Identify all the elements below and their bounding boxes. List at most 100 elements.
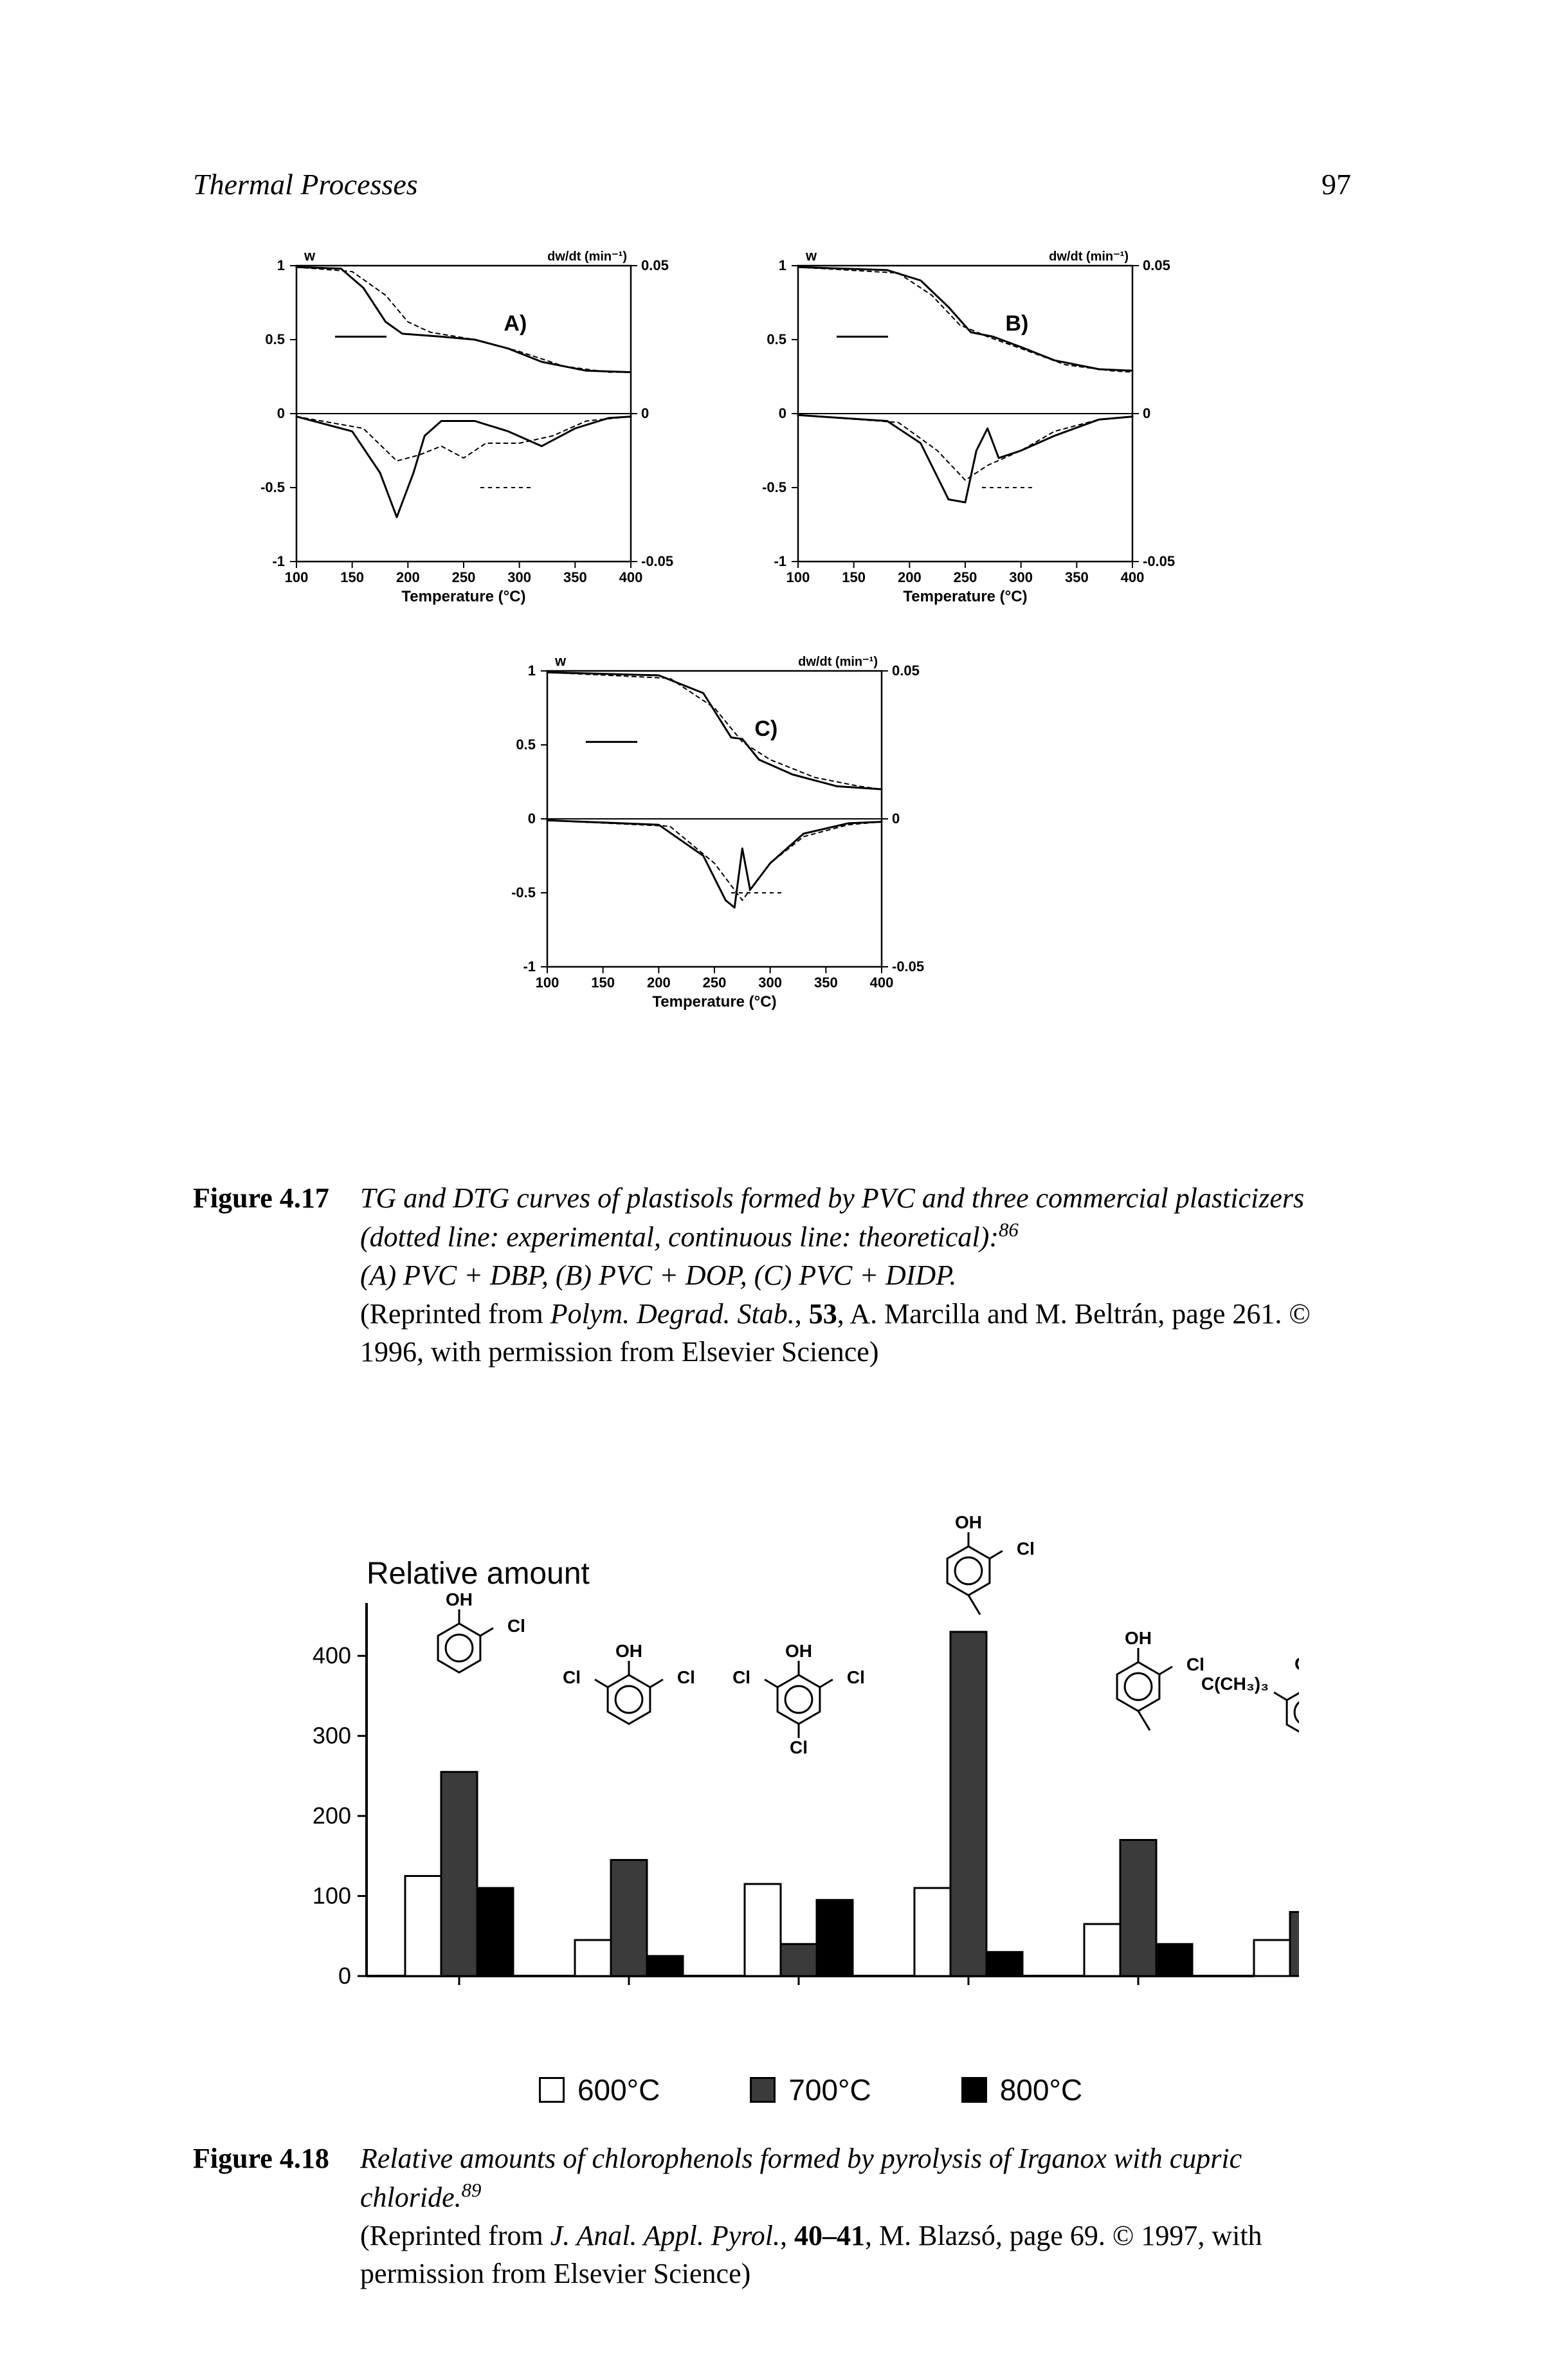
svg-text:Cl: Cl [1186, 1654, 1204, 1674]
svg-text:350: 350 [1064, 569, 1088, 585]
svg-text:-0.5: -0.5 [260, 479, 285, 495]
svg-text:300: 300 [313, 1722, 351, 1748]
figure-4-17-caption-body: TG and DTG curves of plastisols formed b… [360, 1179, 1351, 1371]
svg-text:400: 400 [1120, 569, 1144, 585]
svg-text:dw/dt (min⁻¹): dw/dt (min⁻¹) [1049, 250, 1129, 264]
bar-chart-svg: Relative amount 0 100 200 300 400 OH Cl OH Cl Cl OH… [270, 1449, 1299, 2040]
figure-4-17: wdw/dt (min⁻¹)100150200250300350400Tempe… [193, 240, 1351, 1140]
svg-text:0.5: 0.5 [265, 331, 285, 347]
svg-text:0.5: 0.5 [516, 737, 536, 753]
svg-text:w: w [554, 653, 567, 669]
svg-text:C(CH₃)₃: C(CH₃)₃ [1201, 1674, 1269, 1694]
svg-text:400: 400 [619, 569, 642, 585]
svg-text:200: 200 [897, 569, 921, 585]
svg-text:Temperature (°C): Temperature (°C) [903, 588, 1027, 605]
svg-text:200: 200 [395, 569, 419, 585]
svg-text:-0.05: -0.05 [1143, 553, 1175, 569]
svg-text:0: 0 [641, 405, 649, 421]
legend-label-800c: 800°C [1000, 2073, 1082, 2107]
legend-item-700c: 700°C [750, 2073, 871, 2107]
svg-text:400: 400 [869, 975, 893, 991]
figure-4-17-caption-line1: TG and DTG curves of plastisols formed b… [360, 1182, 1304, 1253]
svg-text:Cl: Cl [507, 1616, 525, 1636]
legend-label-700c: 700°C [788, 2073, 871, 2107]
legend-swatch-700c [750, 2077, 776, 2103]
figure-4-17-credit: (Reprinted from Polym. Degrad. Stab., 53… [360, 1298, 1311, 1368]
svg-text:C): C) [754, 717, 777, 741]
svg-text:200: 200 [313, 1802, 351, 1829]
svg-text:0: 0 [892, 810, 900, 827]
svg-text:B): B) [1005, 311, 1028, 336]
svg-text:150: 150 [591, 975, 615, 991]
svg-text:0.05: 0.05 [1143, 257, 1170, 273]
figure-4-17-ref: 86 [999, 1219, 1019, 1241]
svg-text:-1: -1 [272, 553, 285, 569]
svg-text:Cl: Cl [563, 1667, 581, 1687]
figure-4-18-ref: 89 [462, 2179, 482, 2201]
svg-text:0: 0 [277, 405, 284, 421]
svg-text:250: 250 [451, 569, 475, 585]
svg-text:300: 300 [1009, 569, 1033, 585]
svg-text:OH: OH [1125, 1628, 1152, 1648]
svg-text:0.05: 0.05 [892, 663, 920, 679]
legend-item-600c: 600°C [539, 2073, 660, 2107]
svg-text:1: 1 [277, 257, 284, 273]
svg-text:400: 400 [313, 1642, 351, 1669]
svg-text:OH: OH [955, 1512, 982, 1532]
svg-text:-1: -1 [774, 553, 786, 569]
svg-text:Cl: Cl [790, 1737, 808, 1757]
figure-4-18-legend: 600°C 700°C 800°C [270, 2073, 1351, 2107]
svg-text:Cl: Cl [1017, 1539, 1035, 1559]
running-head-right: 97 [1321, 167, 1351, 201]
svg-text:-1: -1 [523, 958, 536, 975]
svg-text:w: w [805, 248, 817, 264]
svg-text:0: 0 [527, 810, 535, 827]
tg-dtg-panels-svg: wdw/dt (min⁻¹)100150200250300350400Tempe… [194, 240, 1351, 1140]
svg-text:Relative amount: Relative amount [367, 1557, 590, 1591]
figure-4-17-caption: Figure 4.17 TG and DTG curves of plastis… [193, 1179, 1351, 1371]
svg-text:-0.05: -0.05 [641, 553, 673, 569]
svg-text:100: 100 [284, 569, 308, 585]
svg-text:w: w [304, 248, 316, 264]
svg-text:350: 350 [813, 975, 837, 991]
svg-text:100: 100 [786, 569, 810, 585]
svg-text:0: 0 [1143, 405, 1150, 421]
svg-text:Cl: Cl [677, 1667, 695, 1687]
svg-text:OH: OH [446, 1589, 473, 1609]
svg-text:Cl: Cl [847, 1667, 865, 1687]
svg-text:dw/dt (min⁻¹): dw/dt (min⁻¹) [547, 250, 627, 264]
legend-label-600c: 600°C [577, 2073, 660, 2107]
svg-text:Cl: Cl [732, 1667, 750, 1687]
svg-text:Temperature (°C): Temperature (°C) [652, 993, 776, 1011]
svg-text:-0.5: -0.5 [762, 479, 786, 495]
figure-4-18-credit: (Reprinted from J. Anal. Appl. Pyrol., 4… [360, 2220, 1262, 2289]
svg-text:-0.5: -0.5 [511, 884, 536, 901]
figure-4-18-label: Figure 4.18 [193, 2139, 360, 2293]
svg-text:100: 100 [313, 1882, 351, 1909]
svg-text:Temperature (°C): Temperature (°C) [401, 588, 525, 605]
running-head-left: Thermal Processes [193, 167, 418, 201]
figure-4-18-caption: Figure 4.18 Relative amounts of chloroph… [193, 2139, 1351, 2293]
svg-text:350: 350 [563, 569, 586, 585]
svg-text:250: 250 [702, 975, 726, 991]
legend-swatch-600c [539, 2077, 565, 2103]
svg-text:A): A) [504, 311, 527, 336]
figure-4-17-caption-line2: (A) PVC + DBP, (B) PVC + DOP, (C) PVC + … [360, 1259, 956, 1291]
svg-text:200: 200 [646, 975, 670, 991]
svg-text:1: 1 [527, 663, 535, 679]
figure-4-17-label: Figure 4.17 [193, 1179, 360, 1371]
svg-text:0.5: 0.5 [767, 331, 786, 347]
figure-4-18-caption-body: Relative amounts of chlorophenols formed… [360, 2139, 1351, 2293]
legend-swatch-800c [961, 2077, 987, 2103]
figure-4-18-caption-text: Relative amounts of chlorophenols formed… [360, 2143, 1242, 2213]
svg-text:100: 100 [535, 975, 559, 991]
svg-text:OH: OH [785, 1641, 812, 1661]
running-head: Thermal Processes 97 [193, 167, 1351, 201]
figure-4-18: Relative amount 0 100 200 300 400 OH Cl OH Cl Cl OH… [270, 1449, 1351, 2107]
svg-text:300: 300 [758, 975, 782, 991]
svg-text:0.05: 0.05 [641, 257, 669, 273]
svg-text:0: 0 [338, 1963, 351, 1989]
svg-text:150: 150 [842, 569, 866, 585]
svg-text:0: 0 [778, 405, 786, 421]
legend-item-800c: 800°C [961, 2073, 1082, 2107]
